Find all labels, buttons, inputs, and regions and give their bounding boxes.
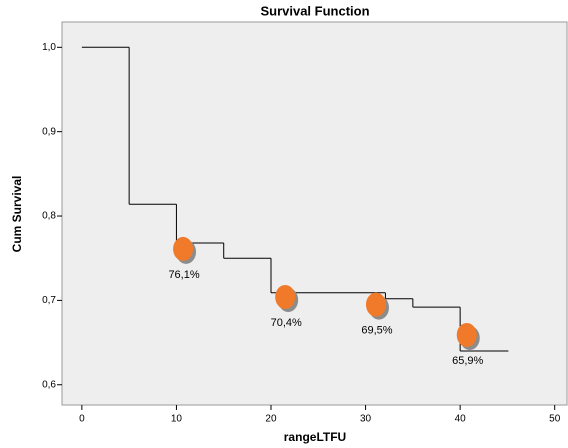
x-tick-label: 30 — [360, 414, 372, 425]
marker — [365, 292, 386, 317]
chart-title: Survival Function — [260, 3, 369, 18]
data-label: 65,9% — [452, 355, 483, 367]
marker — [456, 322, 477, 347]
x-tick-label: 20 — [265, 414, 277, 425]
y-tick-label: 0,9 — [42, 126, 56, 137]
data-label: 76,1% — [168, 269, 199, 281]
x-tick-label: 10 — [171, 414, 183, 425]
x-tick-label: 50 — [549, 414, 561, 425]
marker — [275, 285, 296, 310]
marker — [173, 236, 194, 261]
data-label: 69,5% — [361, 325, 392, 337]
data-label: 70,4% — [271, 317, 302, 329]
y-tick-label: 0,8 — [42, 211, 56, 222]
y-tick-label: 1,0 — [42, 42, 56, 53]
x-tick-label: 40 — [455, 414, 467, 425]
x-axis-title: rangeLTFU — [284, 430, 346, 444]
x-tick-label: 0 — [79, 414, 85, 425]
y-tick-label: 0,6 — [42, 379, 56, 390]
y-axis-title: Cum Survival — [10, 176, 24, 253]
y-tick-label: 0,7 — [42, 295, 56, 306]
plot-area — [61, 21, 568, 406]
